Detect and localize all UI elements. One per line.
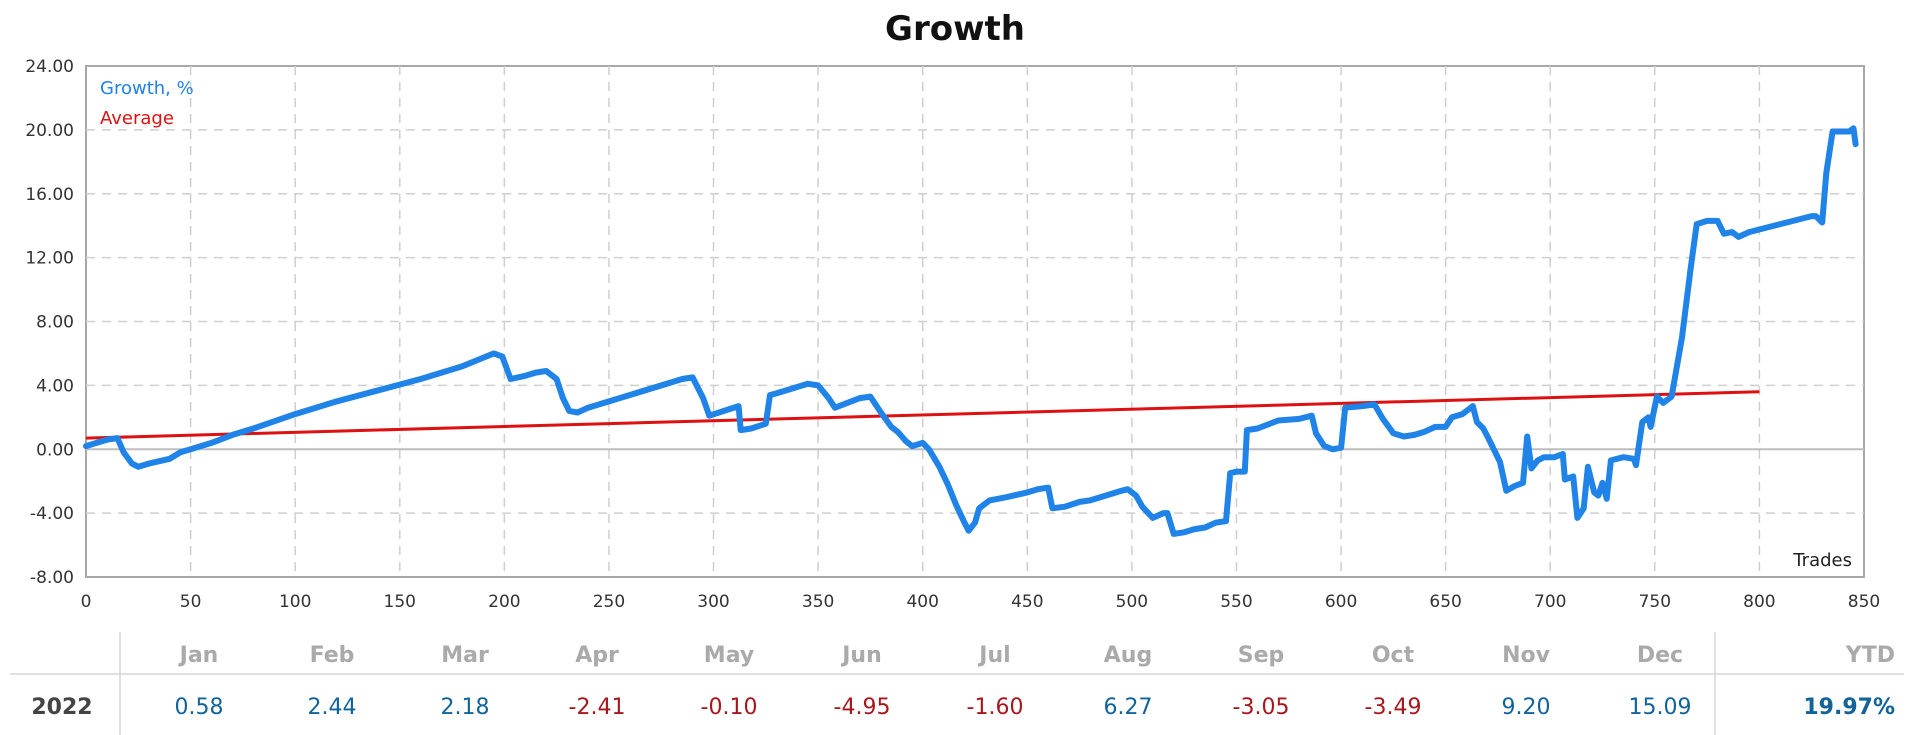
legend-item: Average [100,108,174,129]
x-tick-label: 0 [81,592,92,612]
y-tick-label: -8.00 [30,568,74,588]
x-tick-label: 850 [1848,592,1880,612]
ytd-value: 19.97% [1803,695,1895,720]
month-header: Feb [310,643,355,668]
x-tick-label: 600 [1325,592,1357,612]
month-header: Jun [840,643,882,668]
month-header: Mar [441,643,489,668]
series-line-average [85,390,1760,440]
grid [86,66,1864,577]
y-tick-label: -4.00 [30,504,74,524]
legend-item: Growth, % [100,78,194,99]
month-value: -0.10 [701,695,758,720]
legend: Growth, % Average [100,78,194,129]
x-tick-label: 750 [1639,592,1671,612]
ytd-header: YTD [1845,643,1895,668]
x-tick-label: 700 [1534,592,1566,612]
axis-tick-labels: 24.00 20.00 16.00 12.00 8.00 4.00 0.00 -4.00 -8.… [25,57,1880,612]
x-tick-label: 300 [697,592,729,612]
x-tick-label: 800 [1743,592,1775,612]
x-tick-label: 650 [1429,592,1461,612]
x-tick-label: 100 [279,592,311,612]
month-value: 9.20 [1502,695,1551,720]
month-header: Aug [1104,643,1152,668]
month-value: -3.49 [1365,695,1422,720]
x-tick-label: 350 [802,592,834,612]
chart-title: Growth [885,9,1025,49]
month-header: Jan [178,643,219,668]
x-tick-label: 150 [384,592,416,612]
year-label: 2022 [31,695,92,720]
y-tick-label: 4.00 [36,376,74,396]
x-tick-label: 400 [906,592,938,612]
monthly-returns-table: Jan Feb Mar Apr May Jun Jul Aug Sep Oct Nov Dec YTD 2… [10,632,1904,735]
x-tick-label: 50 [180,592,202,612]
month-value: 6.27 [1104,695,1153,720]
y-tick-label: 8.00 [36,313,74,333]
month-value: -4.95 [834,695,891,720]
x-tick-label: 200 [488,592,520,612]
month-header: Apr [575,643,619,668]
y-tick-label: 16.00 [25,185,74,205]
series-layer [83,125,1859,537]
month-header: Oct [1372,643,1415,668]
y-tick-label: 12.00 [25,249,74,269]
month-value: 0.58 [175,695,224,720]
month-value: 15.09 [1629,695,1692,720]
month-value: 2.18 [441,695,490,720]
x-tick-label: 450 [1011,592,1043,612]
month-value: -3.05 [1233,695,1290,720]
x-tick-label: 500 [1116,592,1148,612]
month-header: Sep [1238,643,1285,668]
month-header: Dec [1637,643,1683,668]
month-header: Jul [977,643,1010,668]
x-axis-label: Trades [1792,550,1852,571]
y-tick-label: 20.00 [25,121,74,141]
series-line-growth [83,125,1859,537]
x-tick-label: 550 [1220,592,1252,612]
month-header: May [704,643,754,668]
month-header: Nov [1502,643,1551,668]
x-tick-label: 250 [593,592,625,612]
month-value: 2.44 [308,695,357,720]
y-tick-label: 0.00 [36,440,74,460]
y-tick-label: 24.00 [25,57,74,77]
month-value: -2.41 [569,695,626,720]
month-value: -1.60 [967,695,1024,720]
